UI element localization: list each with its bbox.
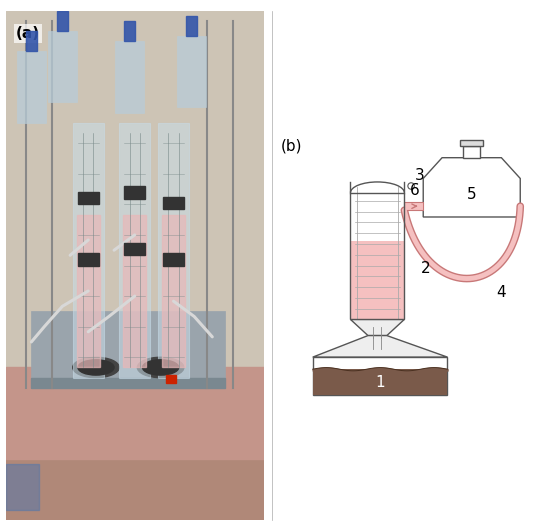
Bar <box>6 367 264 459</box>
Bar <box>78 192 98 204</box>
Bar <box>313 357 448 395</box>
Bar <box>57 11 68 31</box>
Text: (b): (b) <box>280 139 302 154</box>
Text: 6: 6 <box>410 183 420 198</box>
Bar <box>178 36 206 107</box>
Ellipse shape <box>78 360 114 375</box>
Polygon shape <box>424 158 520 217</box>
Ellipse shape <box>73 357 119 378</box>
Ellipse shape <box>138 357 184 378</box>
Text: 2: 2 <box>421 261 430 276</box>
Bar <box>124 186 145 199</box>
Bar <box>124 243 145 255</box>
Bar <box>116 41 144 113</box>
Bar <box>158 123 189 378</box>
Bar <box>350 241 404 320</box>
Bar <box>404 202 424 210</box>
Text: 5: 5 <box>467 187 476 202</box>
Bar <box>350 193 404 320</box>
Bar <box>124 21 135 41</box>
Bar <box>31 378 225 388</box>
Bar <box>17 52 46 123</box>
Polygon shape <box>350 320 404 336</box>
Bar <box>6 464 39 510</box>
Bar <box>163 253 184 266</box>
Bar <box>166 375 176 383</box>
Circle shape <box>408 183 414 189</box>
Bar <box>162 215 185 367</box>
Bar <box>123 215 146 367</box>
Text: 1: 1 <box>375 375 385 390</box>
Bar <box>31 311 225 388</box>
Bar <box>6 11 264 378</box>
Bar <box>73 123 104 378</box>
Ellipse shape <box>142 360 179 375</box>
Bar <box>163 196 184 209</box>
Bar <box>119 123 150 378</box>
Bar <box>463 145 481 158</box>
Bar <box>76 215 100 367</box>
Text: 4: 4 <box>496 285 505 300</box>
Bar <box>313 369 448 395</box>
Bar <box>48 31 76 102</box>
Bar <box>26 31 36 52</box>
Bar <box>78 253 98 266</box>
Bar <box>6 459 264 520</box>
Text: (a): (a) <box>16 26 40 41</box>
Text: 3: 3 <box>415 168 425 183</box>
Bar <box>186 16 197 36</box>
Bar <box>460 140 483 145</box>
Polygon shape <box>313 336 448 357</box>
